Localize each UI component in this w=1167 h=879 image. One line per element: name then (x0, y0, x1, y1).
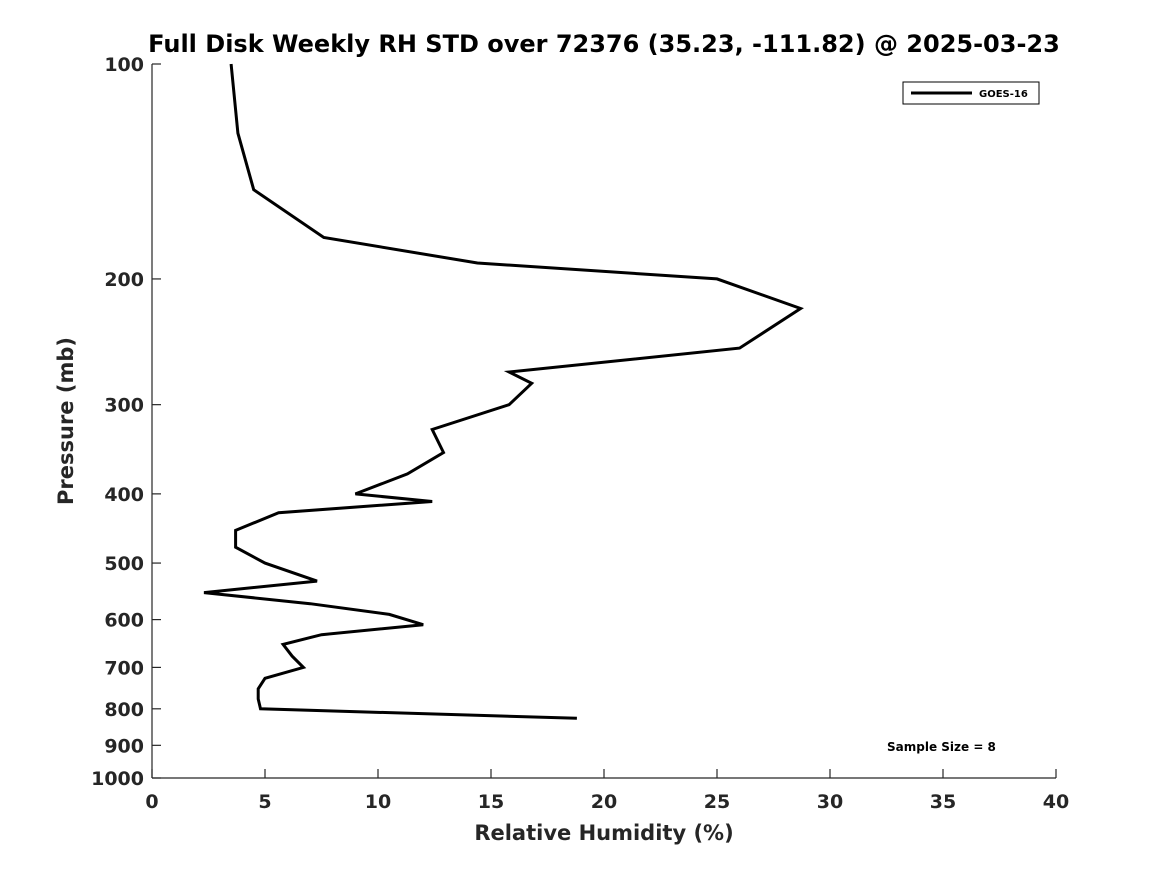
y-tick-label: 100 (104, 54, 144, 76)
y-tick-label: 900 (104, 735, 144, 757)
y-tick-label: 600 (104, 610, 144, 632)
x-tick-label: 25 (704, 791, 730, 813)
y-tick-label: 1000 (91, 768, 144, 790)
x-tick-label: 20 (591, 791, 617, 813)
y-tick-label: 400 (104, 484, 144, 506)
x-tick-label: 35 (930, 791, 956, 813)
legend: GOES-16 (902, 81, 1040, 105)
y-tick-label: 300 (104, 395, 144, 417)
x-tick-label: 30 (817, 791, 843, 813)
y-tick-label: 700 (104, 657, 144, 679)
series-layer (203, 63, 804, 720)
x-tick-label: 5 (258, 791, 271, 813)
y-tick-label: 800 (104, 699, 144, 721)
ticks-layer: 0 5 10 15 20 25 30 35 40 100 200 300 400 500 600 700 800… (91, 54, 1069, 813)
legend-series-name: GOES-16 (979, 89, 1028, 100)
chart-title: Full Disk Weekly RH STD over 72376 (35.2… (148, 30, 1060, 58)
x-tick-label: 0 (145, 791, 158, 813)
x-tick-label: 40 (1043, 791, 1069, 813)
x-axis-label: Relative Humidity (%) (474, 821, 733, 845)
y-axis-label: Pressure (mb) (54, 337, 78, 505)
y-tick-label: 200 (104, 269, 144, 291)
x-tick-label: 15 (478, 791, 504, 813)
sample-size-annotation: Sample Size = 8 (887, 740, 996, 754)
x-tick-label: 10 (365, 791, 391, 813)
y-tick-label: 500 (104, 553, 144, 575)
series-line-goes-16 (203, 63, 804, 720)
